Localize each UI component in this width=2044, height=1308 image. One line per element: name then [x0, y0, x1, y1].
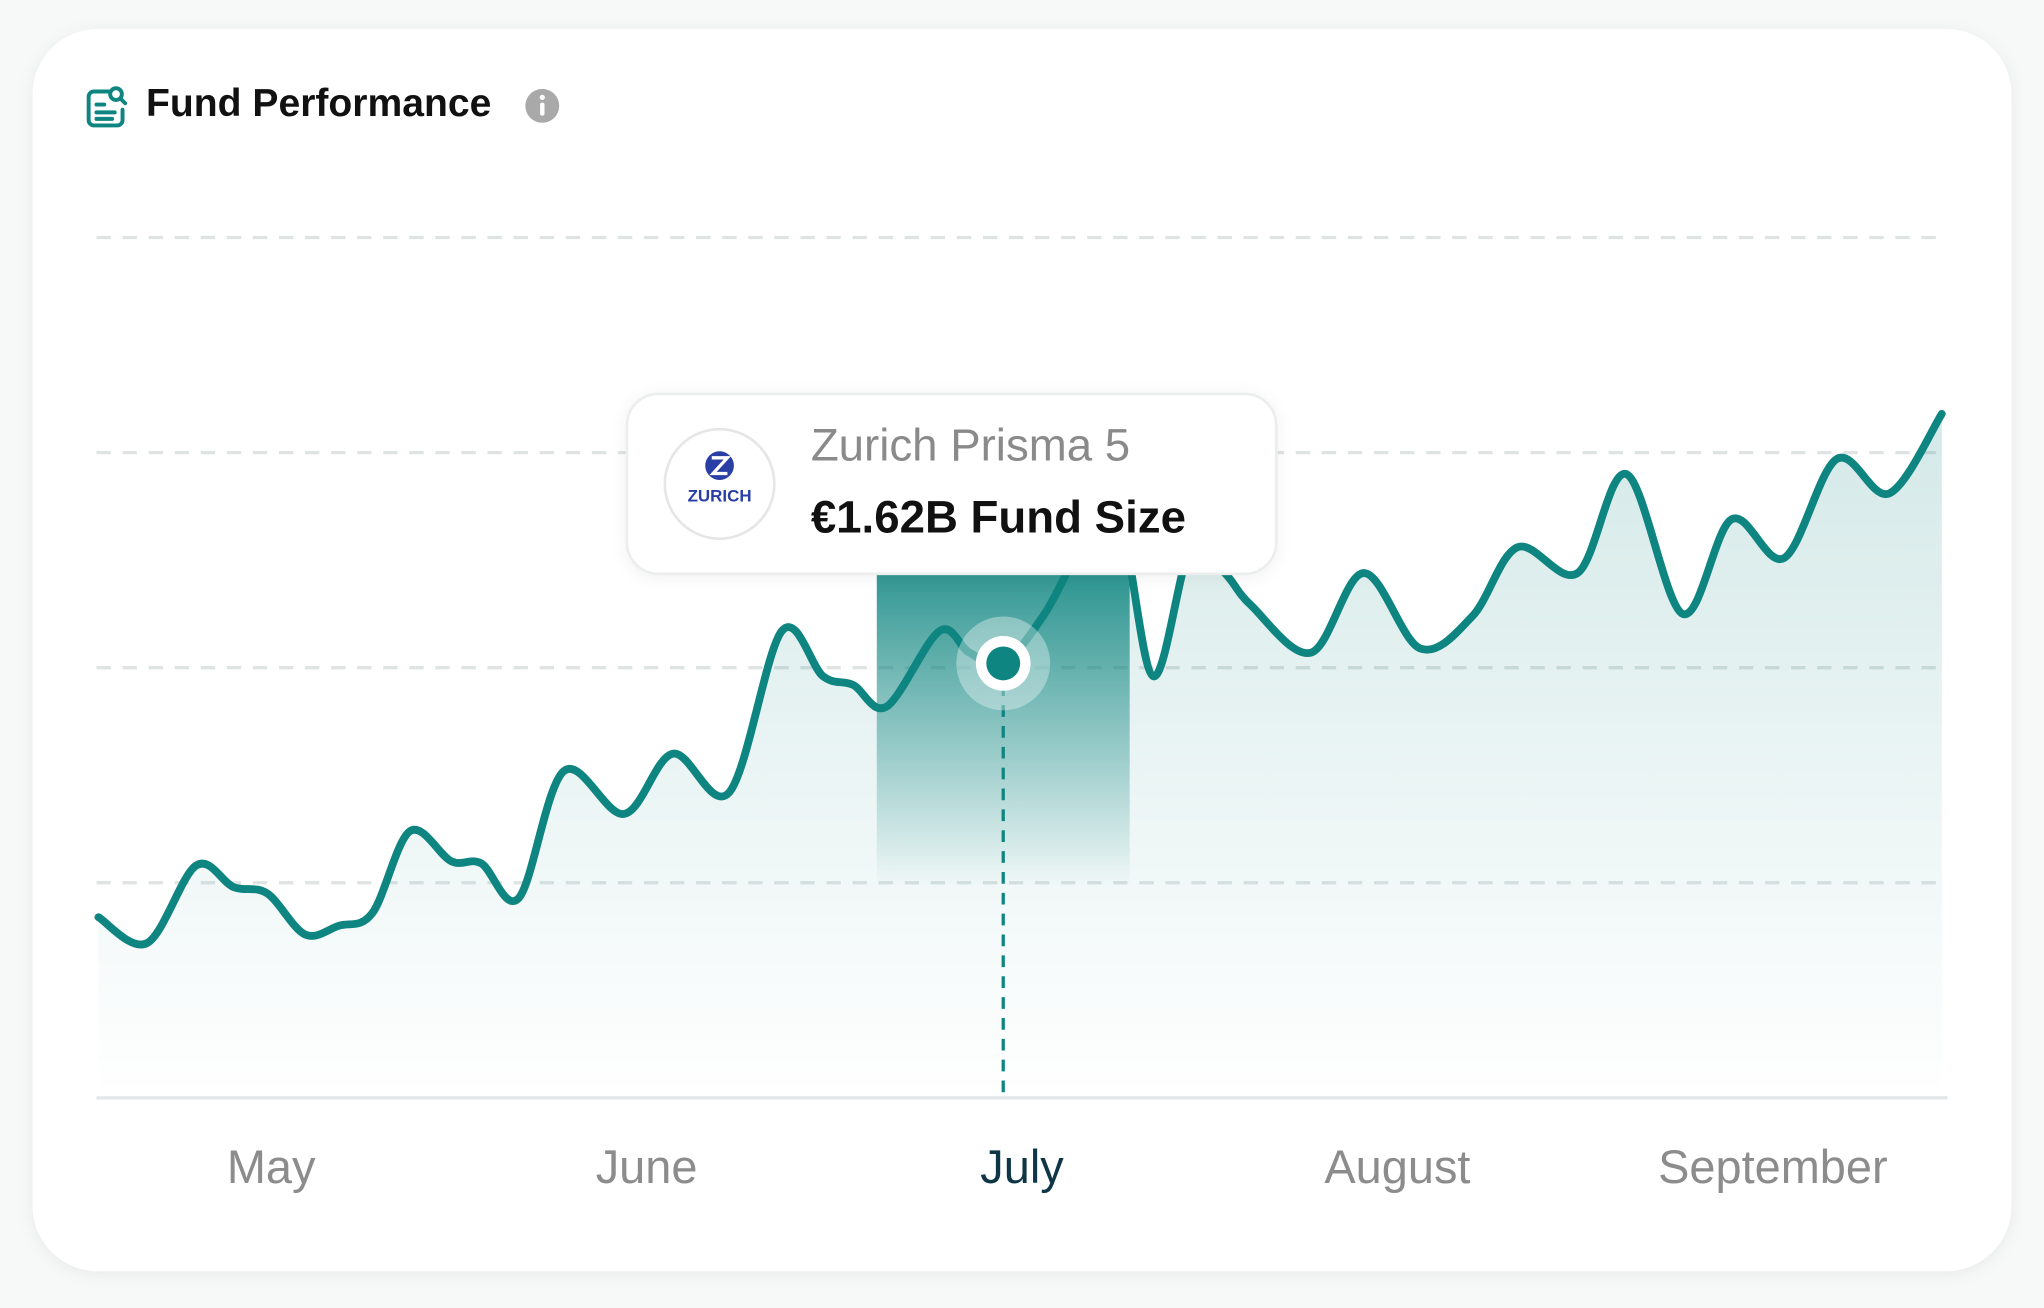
x-tick-label: June [596, 1141, 698, 1193]
x-tick-label: August [1324, 1141, 1470, 1193]
x-tick-label: September [1658, 1141, 1887, 1193]
tooltip-box [625, 392, 1278, 576]
title-icon [86, 86, 128, 128]
tooltip-title: Zurich Prisma 5 [811, 420, 1130, 471]
x-tick-label: July [980, 1141, 1064, 1193]
logo-z [709, 456, 732, 476]
logo-text: ZURICH [688, 486, 752, 505]
tooltip: ZURICH Zurich Prisma 5 €1.62B Fund Size [625, 392, 1278, 576]
point [986, 646, 1021, 681]
info-icon[interactable] [525, 88, 560, 123]
chart-title: Fund Performance [146, 82, 491, 125]
logo-circle [663, 427, 776, 540]
tooltip-value: €1.62B Fund Size [811, 491, 1186, 542]
x-tick-label: May [227, 1141, 316, 1193]
plot: May June July August September ZURICH Zurich P… [94, 235, 1948, 1193]
